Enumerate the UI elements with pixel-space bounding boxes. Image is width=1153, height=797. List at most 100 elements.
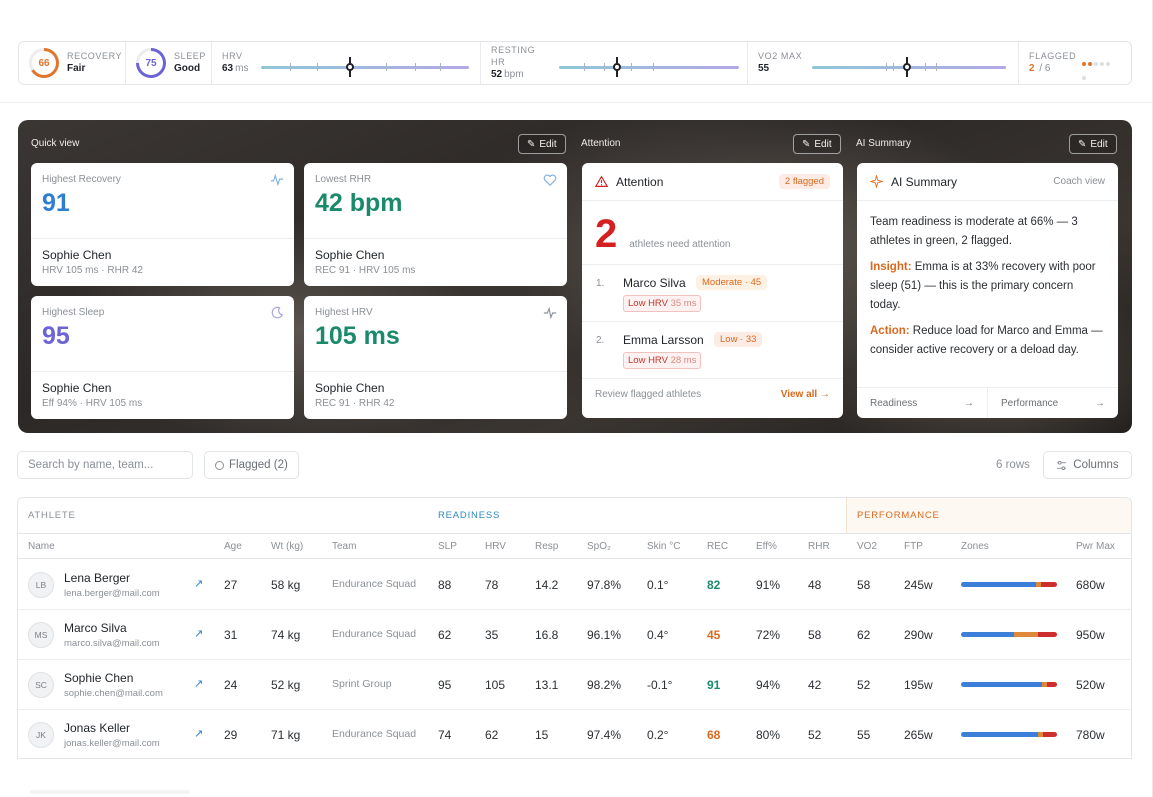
cell-pwr-max: 680w bbox=[1076, 578, 1105, 592]
col-vo2[interactable]: VO2 bbox=[857, 541, 878, 552]
open-link-icon[interactable]: ↗ bbox=[194, 678, 204, 690]
quick-card-highest-recovery[interactable]: Highest Recovery 91 Sophie Chen HRV 105 … bbox=[31, 163, 294, 286]
attention-edit-button[interactable]: ✎ Edit bbox=[793, 134, 841, 154]
athlete-name: Jonas Keller bbox=[64, 721, 131, 735]
cell-pwr-max: 520w bbox=[1076, 678, 1105, 692]
resting-hr-unit: bpm bbox=[504, 69, 524, 80]
col-spo2[interactable]: SpO₂ bbox=[587, 541, 611, 552]
quick-view-edit-button[interactable]: ✎ Edit bbox=[518, 134, 566, 154]
view-all-link[interactable]: View all → bbox=[780, 388, 830, 400]
cell-age: 29 bbox=[224, 728, 238, 742]
col-name[interactable]: Name bbox=[28, 541, 55, 552]
quick-card-highest-hrv[interactable]: Highest HRV 105 ms Sophie Chen REC 91 · … bbox=[304, 296, 567, 419]
cell-eff: 94% bbox=[756, 678, 781, 692]
card-value: 91 bbox=[42, 189, 70, 217]
card-label: Lowest RHR bbox=[315, 174, 372, 185]
card-label: Highest Recovery bbox=[42, 174, 121, 185]
card-athlete: Sophie Chen bbox=[315, 381, 385, 395]
resting-hr-value: 52 bbox=[491, 69, 503, 80]
open-link-icon[interactable]: ↗ bbox=[194, 628, 204, 640]
col-resp[interactable]: Resp bbox=[535, 541, 559, 552]
ai-summary-card: AI Summary Coach view Team readiness is … bbox=[857, 163, 1118, 418]
cell-resp: 14.2 bbox=[535, 578, 559, 592]
review-flagged-text: Review flagged athletes bbox=[595, 388, 702, 400]
group-athlete: ATHLETE bbox=[18, 498, 428, 534]
activity-icon bbox=[270, 173, 284, 187]
vo2max-metric[interactable]: VO2 MAX 55 bbox=[748, 42, 1019, 84]
table-row[interactable]: LB Lena Berger lena.berger@mail.com ↗ 27… bbox=[18, 560, 1131, 610]
col-skin[interactable]: Skin °C bbox=[647, 541, 681, 552]
flagged-label: FLAGGED bbox=[1029, 51, 1077, 61]
col-rhr[interactable]: RHR bbox=[808, 541, 830, 552]
header-divider bbox=[0, 102, 1153, 103]
flagged-filter-button[interactable]: Flagged (2) bbox=[204, 451, 299, 479]
cell-rhr: 48 bbox=[808, 578, 822, 592]
resting-hr-metric[interactable]: RESTING HR 52 bpm bbox=[481, 42, 748, 84]
col-team[interactable]: Team bbox=[332, 541, 357, 552]
col-hrv[interactable]: HRV bbox=[485, 541, 506, 552]
cell-weight: 74 kg bbox=[271, 628, 301, 642]
cell-team: Sprint Group bbox=[332, 678, 392, 690]
cell-skin: 0.4° bbox=[647, 628, 669, 642]
zone-segment-3 bbox=[1042, 732, 1057, 737]
table-row[interactable]: JK Jonas Keller jonas.keller@mail.com ↗ … bbox=[18, 710, 1131, 758]
zone-segment-2 bbox=[1013, 632, 1038, 637]
quick-card-lowest-rhr[interactable]: Lowest RHR 42 bpm Sophie Chen REC 91 · H… bbox=[304, 163, 567, 286]
sleep-ring: 75 bbox=[136, 48, 166, 78]
card-value: 95 bbox=[42, 322, 70, 350]
readiness-link-label: Readiness bbox=[870, 397, 918, 409]
cell-slp: 88 bbox=[438, 578, 452, 592]
cell-spo2: 98.2% bbox=[587, 678, 622, 692]
flagged-metric[interactable]: FLAGGED 2 / 6 bbox=[1019, 42, 1131, 84]
table-row[interactable]: MS Marco Silva marco.silva@mail.com ↗ 31… bbox=[18, 610, 1131, 660]
zone-segment-3 bbox=[1047, 682, 1057, 687]
table-row[interactable]: SC Sophie Chen sophie.chen@mail.com ↗ 24… bbox=[18, 660, 1131, 710]
hrv-metric[interactable]: HRV 63 ms bbox=[212, 42, 481, 84]
cell-vo2: 52 bbox=[857, 678, 871, 692]
search-input[interactable] bbox=[17, 451, 193, 479]
col-pwr-max[interactable]: Pwr Max bbox=[1076, 541, 1115, 552]
col-zones[interactable]: Zones bbox=[961, 541, 989, 552]
col-age[interactable]: Age bbox=[224, 541, 242, 552]
recovery-metric[interactable]: 66 RECOVERY Fair bbox=[19, 42, 126, 84]
ai-insight: Insight: Emma is at 33% recovery with po… bbox=[870, 258, 1105, 315]
zones-bar bbox=[961, 682, 1057, 687]
sleep-metric[interactable]: 75 SLEEP Good bbox=[126, 42, 212, 84]
attention-count-text: athletes need attention bbox=[629, 239, 731, 250]
col-ftp[interactable]: FTP bbox=[904, 541, 923, 552]
item-index: 2. bbox=[596, 335, 605, 346]
hrv-value: 63 bbox=[222, 63, 234, 74]
cell-rec: 45 bbox=[707, 628, 721, 642]
zone-segment-3 bbox=[1040, 582, 1057, 587]
col-weight[interactable]: Wt (kg) bbox=[271, 541, 304, 552]
open-link-icon[interactable]: ↗ bbox=[194, 728, 204, 740]
cell-ftp: 195w bbox=[904, 678, 933, 692]
attention-item[interactable]: 1. Marco Silva Moderate · 45 Low HRV 35 … bbox=[582, 265, 843, 322]
card-athlete: Sophie Chen bbox=[42, 248, 112, 262]
item-name: Emma Larsson bbox=[623, 333, 704, 347]
hrv-unit: ms bbox=[235, 63, 249, 74]
sleep-score: 75 bbox=[139, 51, 163, 75]
zone-segment-1 bbox=[961, 582, 1036, 587]
zone-segment-1 bbox=[961, 732, 1038, 737]
athlete-email: jonas.keller@mail.com bbox=[64, 738, 160, 749]
performance-link[interactable]: Performance → bbox=[988, 388, 1118, 418]
open-link-icon[interactable]: ↗ bbox=[194, 578, 204, 590]
coach-view-link[interactable]: Coach view bbox=[1053, 176, 1105, 187]
cell-rec: 91 bbox=[707, 678, 721, 692]
attention-item[interactable]: 2. Emma Larsson Low · 33 Low HRV 28 ms bbox=[582, 322, 843, 379]
cell-slp: 62 bbox=[438, 628, 452, 642]
readiness-link[interactable]: Readiness → bbox=[857, 388, 988, 418]
cell-eff: 91% bbox=[756, 578, 781, 592]
col-slp[interactable]: SLP bbox=[438, 541, 457, 552]
cell-weight: 71 kg bbox=[271, 728, 301, 742]
ai-edit-button[interactable]: ✎ Edit bbox=[1069, 134, 1117, 154]
columns-button[interactable]: Columns bbox=[1043, 451, 1132, 479]
col-rec[interactable]: REC bbox=[707, 541, 729, 552]
quick-card-highest-sleep[interactable]: Highest Sleep 95 Sophie Chen Eff 94% · H… bbox=[31, 296, 294, 419]
pulse-icon bbox=[543, 306, 557, 320]
edit-label: Edit bbox=[814, 138, 832, 150]
col-eff[interactable]: Eff% bbox=[756, 541, 777, 552]
athlete-name: Lena Berger bbox=[64, 571, 131, 585]
flagged-badge: 2 flagged bbox=[778, 174, 830, 189]
